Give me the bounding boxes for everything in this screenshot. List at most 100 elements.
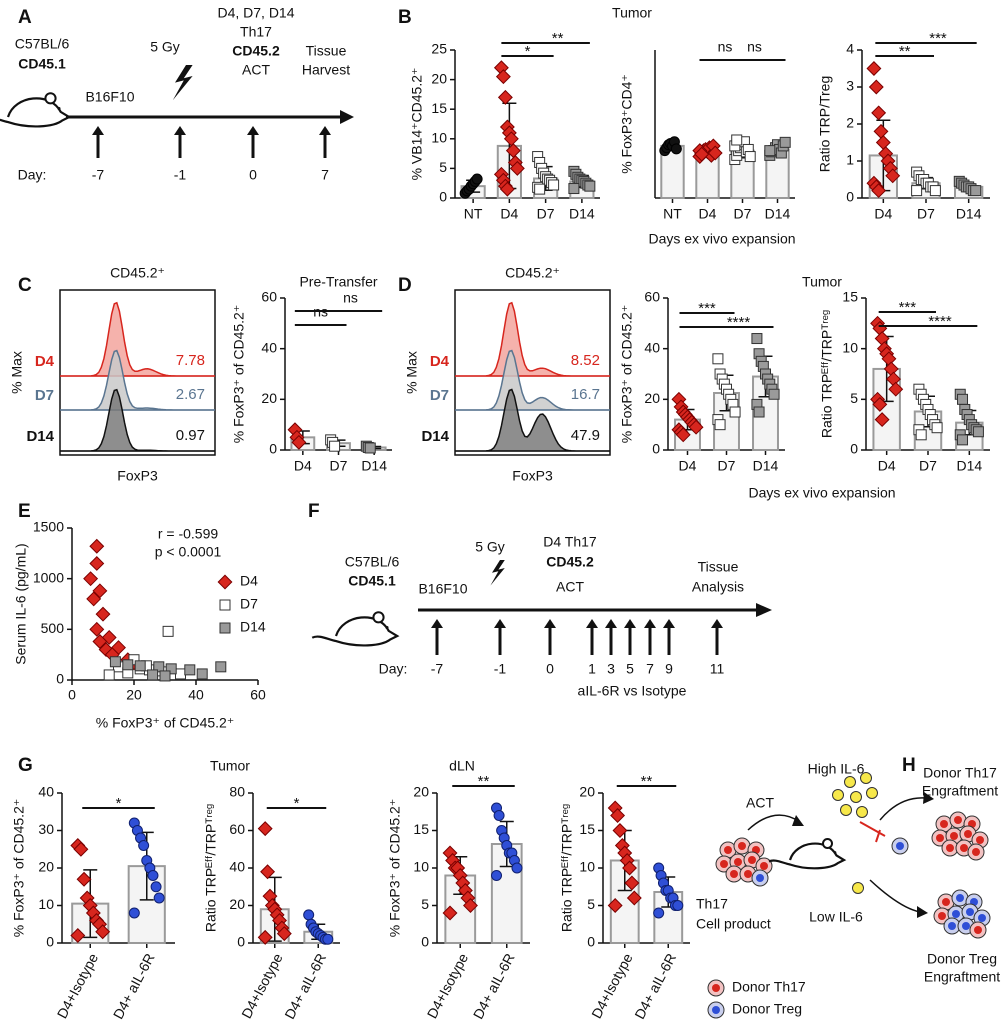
y-tick-label: 10	[431, 130, 447, 146]
point	[888, 381, 904, 397]
mouse-eye	[57, 106, 61, 111]
x-tick-label: D4+ aIL-6R	[281, 951, 329, 1022]
mouse-icon	[0, 97, 72, 128]
x-tick-label: D7	[919, 458, 937, 474]
day-label: 0	[249, 167, 257, 183]
day-label: -1	[174, 167, 187, 183]
arrow-head	[586, 619, 598, 628]
point	[873, 123, 889, 139]
arrow-head	[340, 110, 354, 124]
x-tick-label: D4+Isotype	[54, 950, 102, 1021]
y-tick-label: 1500	[33, 519, 64, 535]
x-axis-label: Days ex vivo expansion	[648, 231, 795, 247]
y-tick-label: 500	[41, 620, 65, 636]
y-tick-label: 25	[431, 41, 447, 57]
condition-label: High IL-6	[808, 761, 865, 777]
y-tick-label: 10	[38, 896, 54, 912]
x-tick-label: D14	[956, 458, 982, 474]
point	[584, 180, 596, 192]
mouse-ear	[822, 838, 833, 849]
cell-nucleus	[948, 922, 956, 930]
point	[147, 669, 159, 681]
cell-nucleus	[946, 844, 954, 852]
y-axis-label: % FoxP3⁺ of CD45.2⁺	[11, 799, 27, 938]
point	[744, 151, 756, 163]
cell-nucleus	[896, 842, 904, 850]
y-axis-label: % Max	[9, 351, 25, 394]
point	[511, 862, 523, 874]
x-tick-label: 20	[126, 687, 142, 703]
y-axis-label: Ratio TRPᴱᶠᶠ/TRPᵀʳᵉᵍ	[559, 804, 575, 932]
point	[89, 621, 105, 637]
outcome-arrow	[879, 797, 927, 821]
y-tick-label: 0	[46, 934, 54, 950]
point	[83, 571, 99, 587]
annotation: p < 0.0001	[155, 544, 222, 560]
cell-nucleus	[960, 844, 968, 852]
cell-nucleus	[940, 820, 948, 828]
point	[70, 928, 86, 943]
annotation: r = -0.599	[158, 526, 219, 542]
cell-nucleus	[952, 910, 960, 918]
panel-label: D	[398, 275, 412, 296]
arrow-head	[917, 906, 928, 918]
gate-value: 47.9	[571, 427, 600, 444]
x-tick-label: D7	[718, 458, 736, 474]
mouse-icon	[768, 842, 847, 870]
congenic: CD45.1	[348, 573, 396, 589]
cell-nucleus	[962, 922, 970, 930]
gate-value: 16.7	[571, 386, 600, 403]
day-label: -7	[92, 167, 105, 183]
significance-label: ns	[718, 39, 733, 55]
panel-label: C	[18, 275, 32, 296]
day-label: 5	[626, 661, 634, 677]
chart-title: Tumor	[802, 274, 842, 290]
legend-marker	[219, 599, 231, 611]
y-tick-label: 40	[644, 339, 660, 355]
day-label: -1	[494, 661, 507, 677]
y-tick-label: 5	[421, 896, 429, 912]
day-label: -7	[431, 661, 444, 677]
x-axis-label: FoxP3	[117, 468, 158, 484]
histogram-title: CD45.2⁺	[110, 265, 165, 281]
gate-value: 8.52	[571, 352, 600, 369]
mouse-icon	[311, 616, 400, 647]
point	[729, 406, 741, 418]
cell-nucleus	[734, 858, 742, 866]
point	[972, 426, 984, 438]
day-label: 0	[546, 661, 554, 677]
gate-value: 7.78	[176, 352, 205, 369]
x-tick-label: D7	[734, 206, 752, 222]
condition-label: Low IL-6	[809, 909, 863, 925]
cell-nucleus	[712, 1006, 720, 1014]
point	[929, 185, 941, 197]
x-axis-label: % FoxP3⁺ of CD45.2⁺	[96, 715, 235, 731]
cell-nucleus	[724, 846, 732, 854]
cell-nucleus	[936, 834, 944, 842]
point	[89, 556, 105, 571]
y-tick-label: 0	[587, 934, 595, 950]
arrow-head	[247, 126, 259, 135]
point	[670, 143, 682, 155]
point	[751, 333, 763, 345]
point	[92, 583, 108, 599]
mouse-eye	[385, 625, 389, 630]
y-tick-label: 40	[38, 784, 54, 800]
x-tick-label: 40	[188, 687, 204, 703]
gate-value: 2.67	[176, 386, 205, 403]
x-tick-label: 0	[68, 687, 76, 703]
point	[764, 145, 776, 157]
cell-nucleus	[954, 816, 962, 824]
x-tick-label: D4	[699, 206, 717, 222]
point	[276, 926, 292, 942]
cell-nucleus	[730, 870, 738, 878]
cell-nucleus	[938, 912, 946, 920]
outcome-arrow	[869, 879, 921, 913]
point	[653, 907, 665, 919]
mouse-ear	[372, 611, 385, 624]
point	[147, 870, 159, 881]
day-axis-label: Day:	[18, 167, 47, 183]
cell-nucleus	[942, 898, 950, 906]
cell-nucleus	[974, 926, 982, 934]
